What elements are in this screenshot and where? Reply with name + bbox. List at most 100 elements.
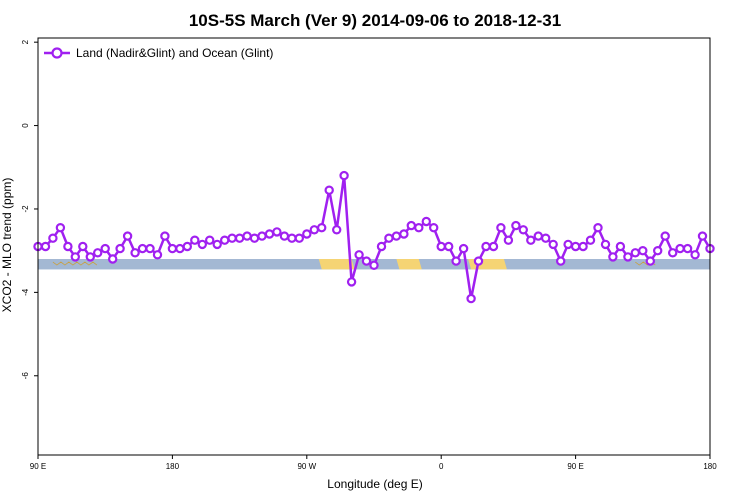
data-point-70: [556, 256, 566, 266]
data-point-40: [332, 225, 342, 235]
data-point-60: [481, 241, 491, 252]
data-point-15: [145, 243, 155, 254]
plot-frame: [37, 37, 711, 456]
data-point-67: [533, 231, 544, 241]
data-point-22: [197, 239, 207, 250]
data-point-56: [451, 256, 461, 266]
data-point-62: [496, 222, 506, 233]
y-tick-label-0: 2: [21, 39, 30, 44]
data-point-81: [638, 245, 648, 256]
data-point-58: [466, 293, 476, 304]
data-point-82: [645, 256, 656, 266]
data-point-53: [429, 222, 439, 233]
data-point-24: [212, 239, 222, 250]
data-point-39: [324, 185, 334, 195]
data-point-8: [92, 248, 103, 258]
data-point-59: [473, 256, 484, 266]
data-point-12: [122, 231, 133, 241]
data-point-5: [70, 252, 81, 262]
data-point-57: [458, 243, 469, 254]
data-point-45: [369, 260, 379, 270]
data-point-36: [302, 229, 312, 239]
data-point-11: [115, 243, 125, 254]
x-tick-label-3: 0: [439, 462, 444, 471]
data-point-84: [660, 231, 670, 241]
data-point-18: [167, 243, 178, 254]
data-point-68: [541, 233, 551, 243]
coastline-0: [52, 261, 98, 266]
data-point-76: [600, 239, 611, 250]
data-point-4: [63, 241, 73, 252]
data-point-49: [399, 229, 409, 239]
data-point-71: [563, 239, 573, 250]
data-point-26: [227, 233, 237, 243]
data-point-14: [137, 243, 148, 254]
data-point-64: [511, 220, 521, 231]
data-point-44: [361, 256, 372, 266]
data-point-75: [593, 222, 603, 233]
y-tick-label-4: -6: [21, 372, 30, 380]
land-segment-1: [396, 259, 422, 270]
legend-label: Land (Nadir&Glint) and Ocean (Glint): [76, 46, 273, 60]
data-point-19: [175, 243, 185, 254]
y-tick-label-1: 0: [21, 123, 30, 128]
data-point-79: [623, 252, 633, 262]
data-point-46: [376, 241, 387, 252]
data-point-35: [294, 233, 304, 243]
x-axis-ticks: 90 E 180 90 W 0 90 E 180: [30, 455, 717, 471]
data-point-3: [55, 222, 66, 233]
data-point-69: [548, 239, 558, 250]
data-point-25: [219, 235, 230, 245]
x-tick-label-4: 90 E: [567, 462, 583, 471]
data-point-27: [234, 233, 245, 243]
x-tick-label-5: 180: [703, 462, 717, 471]
data-point-54: [436, 241, 446, 252]
data-point-9: [100, 243, 110, 254]
x-axis-label: Longitude (deg E): [327, 477, 422, 491]
data-point-2: [48, 233, 58, 243]
data-point-51: [414, 222, 424, 233]
data-point-78: [615, 241, 626, 252]
data-point-30: [257, 231, 267, 241]
data-point-88: [690, 250, 700, 260]
data-point-48: [391, 231, 402, 241]
data-point-72: [570, 241, 581, 252]
data-point-10: [107, 254, 118, 264]
data-point-89: [697, 231, 708, 241]
chart-title: 10S-5S March (Ver 9) 2014-09-06 to 2018-…: [189, 11, 561, 30]
legend-marker: [51, 47, 63, 59]
data-point-17: [160, 231, 170, 241]
y-axis-label: XCO2 - MLO trend (ppm): [0, 178, 14, 313]
data-point-47: [384, 233, 394, 243]
data-point-21: [190, 235, 200, 245]
data-point-13: [130, 248, 140, 258]
data-point-73: [578, 241, 588, 252]
series-line-0: [38, 174, 712, 300]
data-point-34: [287, 233, 297, 243]
y-tick-label-2: -2: [21, 205, 30, 213]
data-point-31: [264, 229, 275, 239]
data-point-87: [682, 243, 693, 254]
data-point-6: [78, 241, 88, 252]
data-point-80: [630, 248, 641, 258]
x-tick-label-0: 90 E: [30, 462, 46, 471]
y-tick-label-3: -4: [21, 288, 30, 296]
y-axis-ticks: 2 0 -2 -4 -6: [21, 39, 38, 379]
data-point-20: [182, 241, 192, 252]
data-point-65: [518, 225, 529, 235]
data-point-86: [675, 243, 685, 254]
data-point-7: [85, 252, 96, 262]
data-point-42: [346, 277, 357, 287]
data-point-41: [339, 170, 349, 181]
data-point-23: [204, 235, 215, 245]
data-point-77: [608, 252, 618, 262]
data-point-52: [421, 216, 431, 227]
data-point-38: [317, 222, 327, 233]
data-point-55: [444, 241, 454, 252]
data-point-1: [40, 241, 51, 252]
x-tick-label-2: 90 W: [297, 462, 316, 471]
data-point-66: [526, 235, 536, 245]
data-point-63: [503, 235, 514, 245]
land-segment-0: [318, 259, 355, 270]
